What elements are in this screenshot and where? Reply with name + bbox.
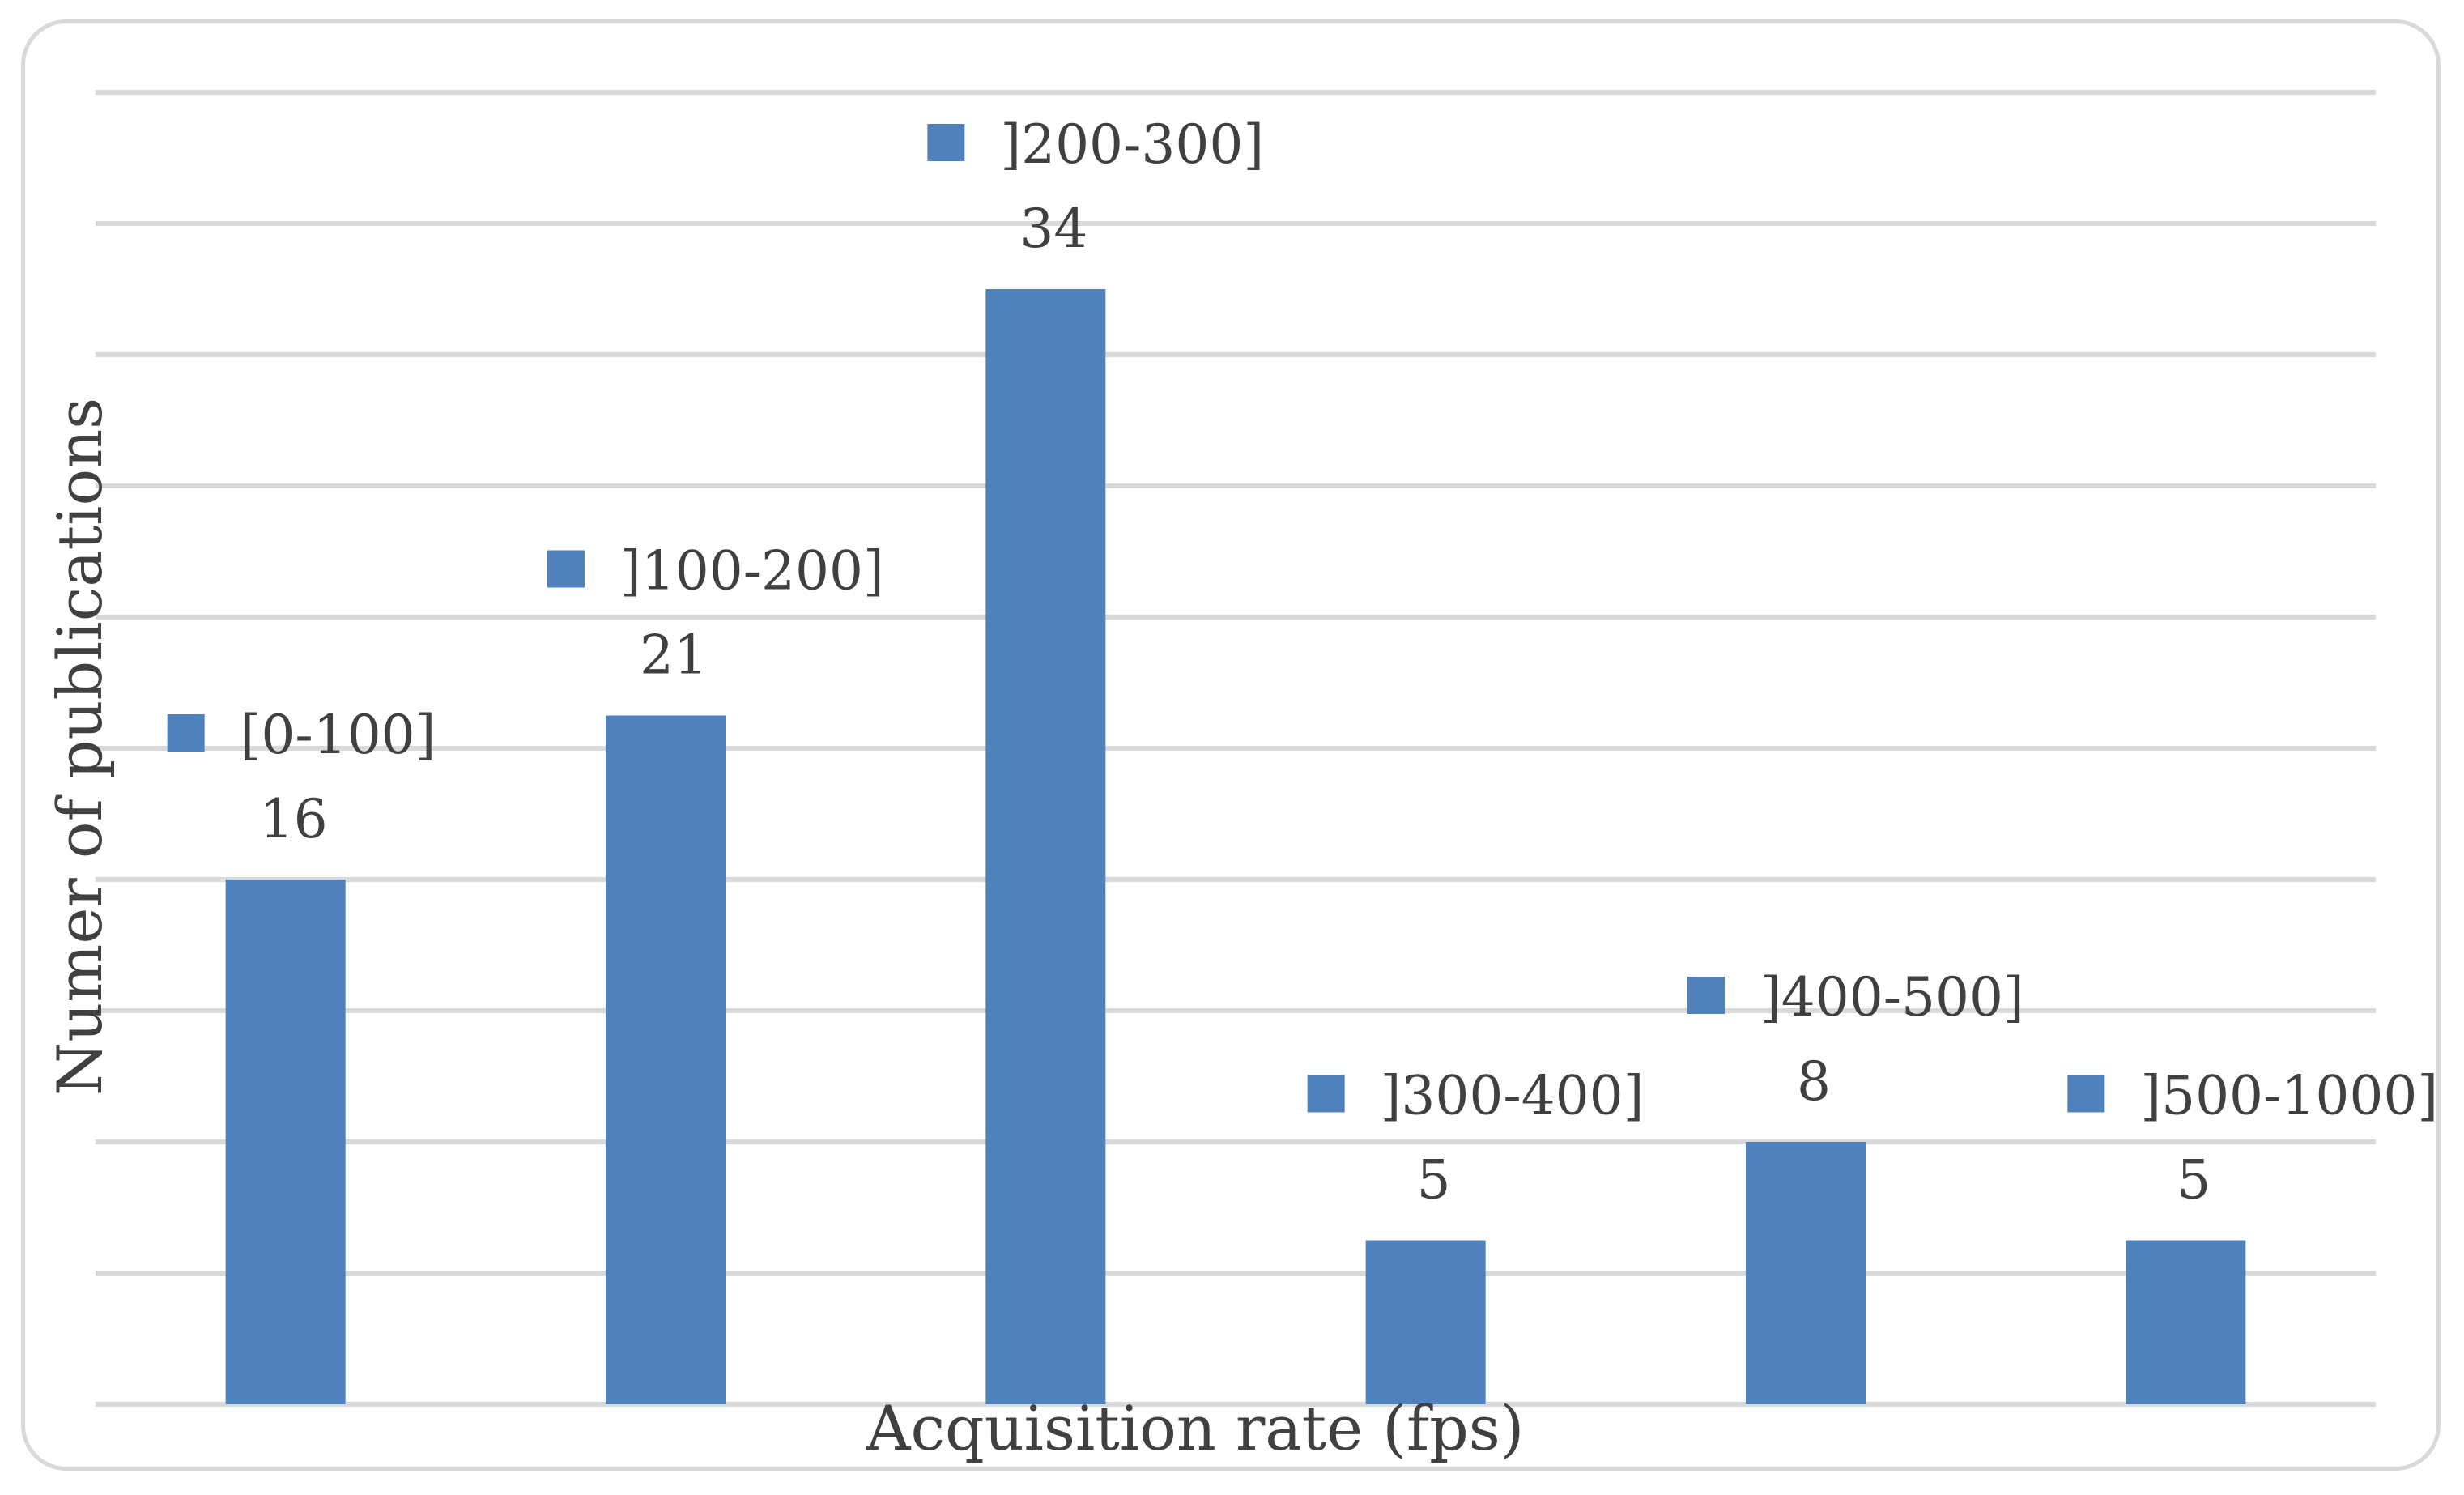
legend-key [547,550,585,588]
bar [225,880,346,1404]
legend-key [167,714,205,752]
bars [225,289,2246,1404]
data-label: 16 [260,788,328,850]
bar [985,289,1106,1404]
data-label: 5 [1417,1149,1451,1212]
legend-key [1307,1075,1345,1113]
bar [606,715,726,1404]
legend-key [2067,1075,2105,1113]
bar-labels: 16 [0-100] 21 ]100-200] 34 ]200-300] 5 ]300-400… [167,113,2438,1212]
data-label: 8 [1797,1050,1831,1113]
category-label: [0-100] [240,704,436,766]
category-label: ]200-300] [1000,113,1264,176]
legend-key [927,124,965,161]
data-label: 34 [1019,198,1087,260]
bar [2126,1240,2246,1404]
chart-frame [21,19,2441,1471]
data-label: 5 [2177,1149,2211,1212]
category-label: ]400-500] [1760,966,2024,1029]
category-label: ]100-200] [620,540,884,603]
bar [1365,1240,1486,1404]
category-label: ]300-400] [1381,1065,1645,1127]
category-label: ]500-1000] [2140,1065,2438,1127]
gridlines [96,90,2376,1407]
legend-key [1687,977,1725,1014]
data-label: 21 [640,624,708,687]
y-axis-label: Numer of publications [44,398,116,1096]
x-axis-label: Acquisition rate (fps) [866,1392,1525,1464]
bar [1746,1142,1866,1404]
